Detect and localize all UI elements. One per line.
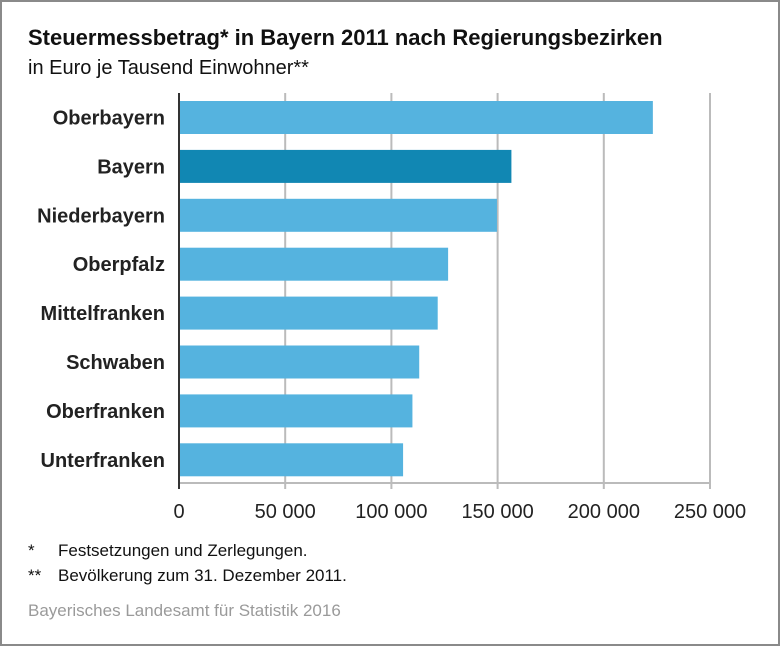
- chart-subtitle: in Euro je Tausend Einwohner**: [28, 57, 309, 79]
- footnote-text-2: Bevölkerung zum 31. Dezember 2011.: [58, 566, 347, 585]
- category-label: Unterfranken: [41, 450, 165, 472]
- x-tick-label: 150 000: [461, 501, 533, 523]
- x-tick-label: 50 000: [255, 501, 316, 523]
- bar-oberbayern: [179, 101, 653, 134]
- bar-oberpfalz: [179, 247, 449, 281]
- category-label: Oberbayern: [53, 108, 165, 130]
- category-label: Oberfranken: [46, 401, 165, 423]
- bar-bayern: [179, 149, 512, 183]
- source-note: Bayerisches Landesamt für Statistik 2016: [28, 601, 341, 620]
- category-label: Mittelfranken: [41, 303, 165, 325]
- bar-oberfranken: [179, 394, 413, 428]
- footnote-mark-1: *: [28, 541, 35, 560]
- bar-niederbayern: [179, 198, 497, 232]
- x-tick-label: 0: [173, 501, 184, 523]
- footnote-text-1: Festsetzungen und Zerlegungen.: [58, 541, 308, 560]
- category-label: Schwaben: [66, 352, 165, 374]
- x-tick-label: 100 000: [355, 501, 427, 523]
- bar-unterfranken: [179, 443, 404, 477]
- bar-schwaben: [179, 345, 420, 379]
- bar-mittelfranken: [179, 296, 438, 330]
- chart-title: Steuermessbetrag* in Bayern 2011 nach Re…: [28, 25, 663, 50]
- category-label: Bayern: [97, 156, 165, 178]
- category-label: Oberpfalz: [73, 254, 165, 276]
- x-tick-label: 250 000: [674, 501, 746, 523]
- footnote-mark-2: **: [28, 566, 42, 585]
- x-tick-label: 200 000: [568, 501, 640, 523]
- category-label: Niederbayern: [37, 205, 165, 227]
